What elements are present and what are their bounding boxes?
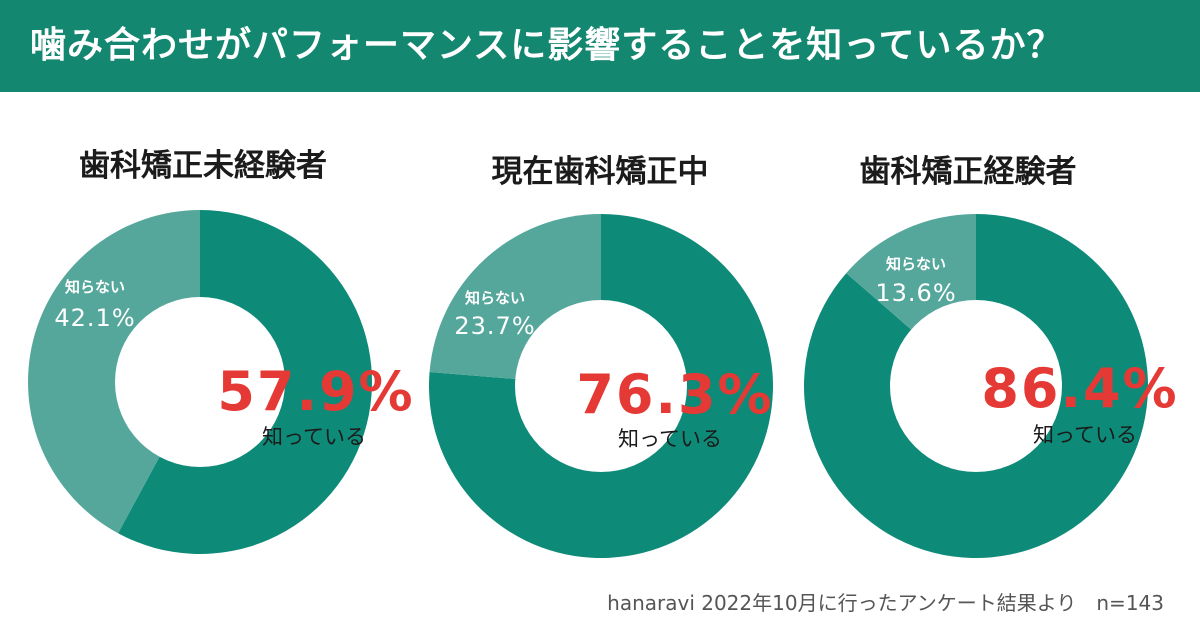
page-title: 噛み合わせがパフォーマンスに影響することを知っているか？	[30, 25, 1064, 66]
chart-title-1: 歯科矯正未経験者	[79, 148, 327, 184]
category-label-know: 知っている	[618, 427, 722, 451]
chart-title-3: 歯科矯正経験者	[859, 154, 1077, 190]
value-label-dont-know: 13.6%	[875, 279, 956, 307]
category-label-know: 知っている	[1033, 423, 1137, 447]
source-note: hanaravi 2022年10月に行ったアンケート結果より n=143	[607, 591, 1164, 615]
donut-hole	[515, 300, 687, 472]
value-label-know: 57.9%	[217, 360, 414, 423]
value-label-dont-know: 42.1%	[54, 304, 135, 332]
category-label-know: 知っている	[262, 425, 366, 449]
value-label-know: 86.4%	[981, 357, 1178, 420]
value-label-know: 76.3%	[576, 363, 773, 426]
donut-hole	[890, 300, 1062, 472]
value-label-dont-know: 23.7%	[454, 312, 535, 340]
donut-hole	[115, 297, 285, 467]
header-banner: 噛み合わせがパフォーマンスに影響することを知っているか？	[0, 0, 1200, 92]
category-label-dont-know: 知らない	[465, 289, 525, 307]
category-label-dont-know: 知らない	[886, 255, 946, 273]
chart-title-2: 現在歯科矯正中	[491, 154, 709, 190]
category-label-dont-know: 知らない	[65, 278, 125, 296]
